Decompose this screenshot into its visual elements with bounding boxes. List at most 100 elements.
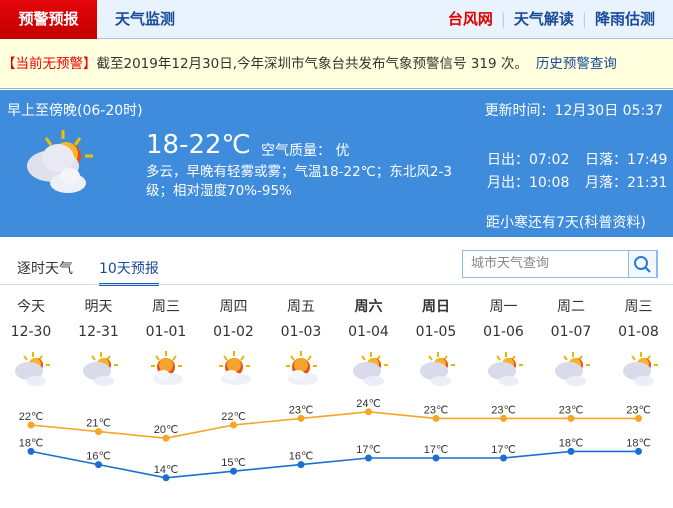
high-temp-point <box>95 428 102 436</box>
search-placeholder: 城市天气查询 <box>471 256 550 271</box>
day-name: 周三 <box>624 299 653 315</box>
day-name: 周一 <box>489 299 518 315</box>
search-icon <box>634 256 651 273</box>
high-temp-label: 23℃ <box>626 404 651 416</box>
day-date: 12-31 <box>78 324 119 340</box>
high-temp-label: 21℃ <box>86 418 111 430</box>
day-date: 12-30 <box>10 324 52 340</box>
high-temp-point <box>567 414 575 422</box>
forecast-day: 周一 01-06 <box>474 296 534 392</box>
period: 早上至傍晚(06-20时) <box>7 103 143 119</box>
history-warning-link[interactable]: 历史预警查询 <box>535 56 617 72</box>
day-name: 明天 <box>84 299 113 315</box>
low-temp-line <box>30 450 639 479</box>
sunrise: 日出：07:02 <box>487 152 570 168</box>
cloudy-icon <box>622 352 658 386</box>
day-date: 01-02 <box>213 324 254 340</box>
update-time: 更新时间：12月30日 05:37 <box>484 103 663 119</box>
tab-weather-monitoring[interactable]: 天气监测 <box>115 10 176 28</box>
forecast-day: 周六 01-04 <box>339 296 399 392</box>
solar-term-link[interactable]: 距小寒还有7天(科普资料) <box>486 215 646 231</box>
high-temp-point <box>432 414 440 422</box>
high-temp-point <box>500 414 507 422</box>
day-name: 今天 <box>17 299 45 315</box>
day-date: 01-01 <box>145 324 187 340</box>
high-temp-label: 22℃ <box>19 411 44 423</box>
day-name: 周五 <box>287 299 315 315</box>
low-temp-point <box>365 454 372 462</box>
low-temp-point <box>27 447 35 455</box>
day-date: 01-07 <box>550 324 592 340</box>
tab-warning-forecast[interactable]: 预警预报 <box>0 0 97 39</box>
high-temp-label: 23℃ <box>559 404 584 416</box>
forecast-day: 明天 12-31 <box>69 296 129 392</box>
low-temp-label: 16℃ <box>86 451 111 463</box>
day-date: 01-05 <box>415 324 457 340</box>
day-name: 周日 <box>422 299 450 315</box>
day-date: 01-03 <box>280 324 322 340</box>
high-temp-label: 20℃ <box>154 424 179 436</box>
high-temp-point <box>162 434 170 442</box>
forecast-day: 周三 01-08 <box>609 296 669 392</box>
cloudy-icon <box>82 352 118 386</box>
high-temp-label: 23℃ <box>491 404 516 416</box>
forecast-day: 周日 01-05 <box>406 296 466 392</box>
divider: | <box>581 10 587 28</box>
cloudy-icon <box>487 352 523 386</box>
forecast-day: 周五 01-03 <box>271 296 331 392</box>
cloudy-icon <box>352 352 388 386</box>
alert-status: 【当前无预警】 <box>2 56 97 72</box>
low-temp-point <box>230 467 237 475</box>
tab-10-day[interactable]: 10天预报 <box>99 258 159 286</box>
alert-text: 截至2019年12月30日,今年深圳市气象台共发布气象预警信号 319 次。 <box>96 56 528 72</box>
forecast-day: 周三 01-01 <box>136 296 196 392</box>
cloudy-icon <box>15 352 50 386</box>
low-temp-label: 15℃ <box>221 457 246 469</box>
low-temp-label: 17℃ <box>491 444 516 456</box>
low-temp-label: 16℃ <box>289 451 314 463</box>
alert-bar: 【当前无预警】截至2019年12月30日,今年深圳市气象台共发布气象预警信号 3… <box>0 39 673 89</box>
low-temp-point <box>162 474 170 482</box>
link-typhoon[interactable]: 台风网 <box>447 10 493 28</box>
forecast-day: 今天 12-30 <box>1 296 61 392</box>
sunny-cloud-icon <box>218 351 251 385</box>
low-temp-label: 18℃ <box>19 437 44 449</box>
temperature-chart: 22℃ 21℃ 20℃ 22℃ 23℃ 24℃ 23℃ 23℃ 23℃ 23℃ 18℃ 16℃ 14℃ 1… <box>19 398 651 482</box>
city-search-input[interactable]: 城市天气查询 <box>462 250 658 278</box>
sunny-cloud-icon <box>151 351 183 385</box>
day-date: 01-04 <box>348 324 389 340</box>
moonrise: 月出：10:08 <box>487 175 570 191</box>
link-weather-analysis[interactable]: 天气解读 <box>513 10 574 28</box>
partly-cloudy-icon <box>27 130 93 193</box>
top-nav: 预警预报 天气监测 台风网 | 天气解读 | 降雨估测 <box>0 0 673 39</box>
link-rain-estimate[interactable]: 降雨估测 <box>594 10 655 28</box>
tab-hourly[interactable]: 逐时天气 <box>17 261 73 277</box>
low-temp-point <box>432 454 440 462</box>
low-temp-point <box>567 447 575 455</box>
high-temp-point <box>297 414 305 422</box>
day-name: 周三 <box>152 299 180 315</box>
day-date: 01-06 <box>483 324 524 340</box>
day-name: 周六 <box>354 299 383 315</box>
divider: | <box>500 10 506 28</box>
high-temp-point <box>230 421 237 429</box>
cloudy-icon <box>555 352 590 386</box>
day-name: 周二 <box>557 299 585 315</box>
day-date: 01-08 <box>618 324 659 340</box>
sunset: 日落：17:49 <box>585 152 668 168</box>
high-temp-label: 23℃ <box>289 404 314 416</box>
temperature-range: 18-22℃ <box>146 130 251 160</box>
low-temp-point <box>297 461 305 469</box>
current-weather-panel: 早上至傍晚(06-20时) 更新时间：12月30日 05:37 18-22℃ 空… <box>0 90 673 237</box>
weather-description: 多云，早晚有轻雾或雾；气温18-22℃；东北风2-3级；相对湿度70%-95% <box>146 164 452 199</box>
search-button[interactable] <box>628 250 657 278</box>
tabs-divider <box>0 284 673 285</box>
high-temp-point <box>27 421 35 429</box>
high-temp-point <box>365 408 372 416</box>
low-temp-point <box>95 461 102 469</box>
high-temp-label: 23℃ <box>424 404 449 416</box>
air-quality: 空气质量： 优 <box>261 143 350 159</box>
low-temp-label: 14℃ <box>154 464 179 476</box>
low-temp-label: 17℃ <box>356 444 381 456</box>
moonset: 月落：21:31 <box>585 175 668 191</box>
